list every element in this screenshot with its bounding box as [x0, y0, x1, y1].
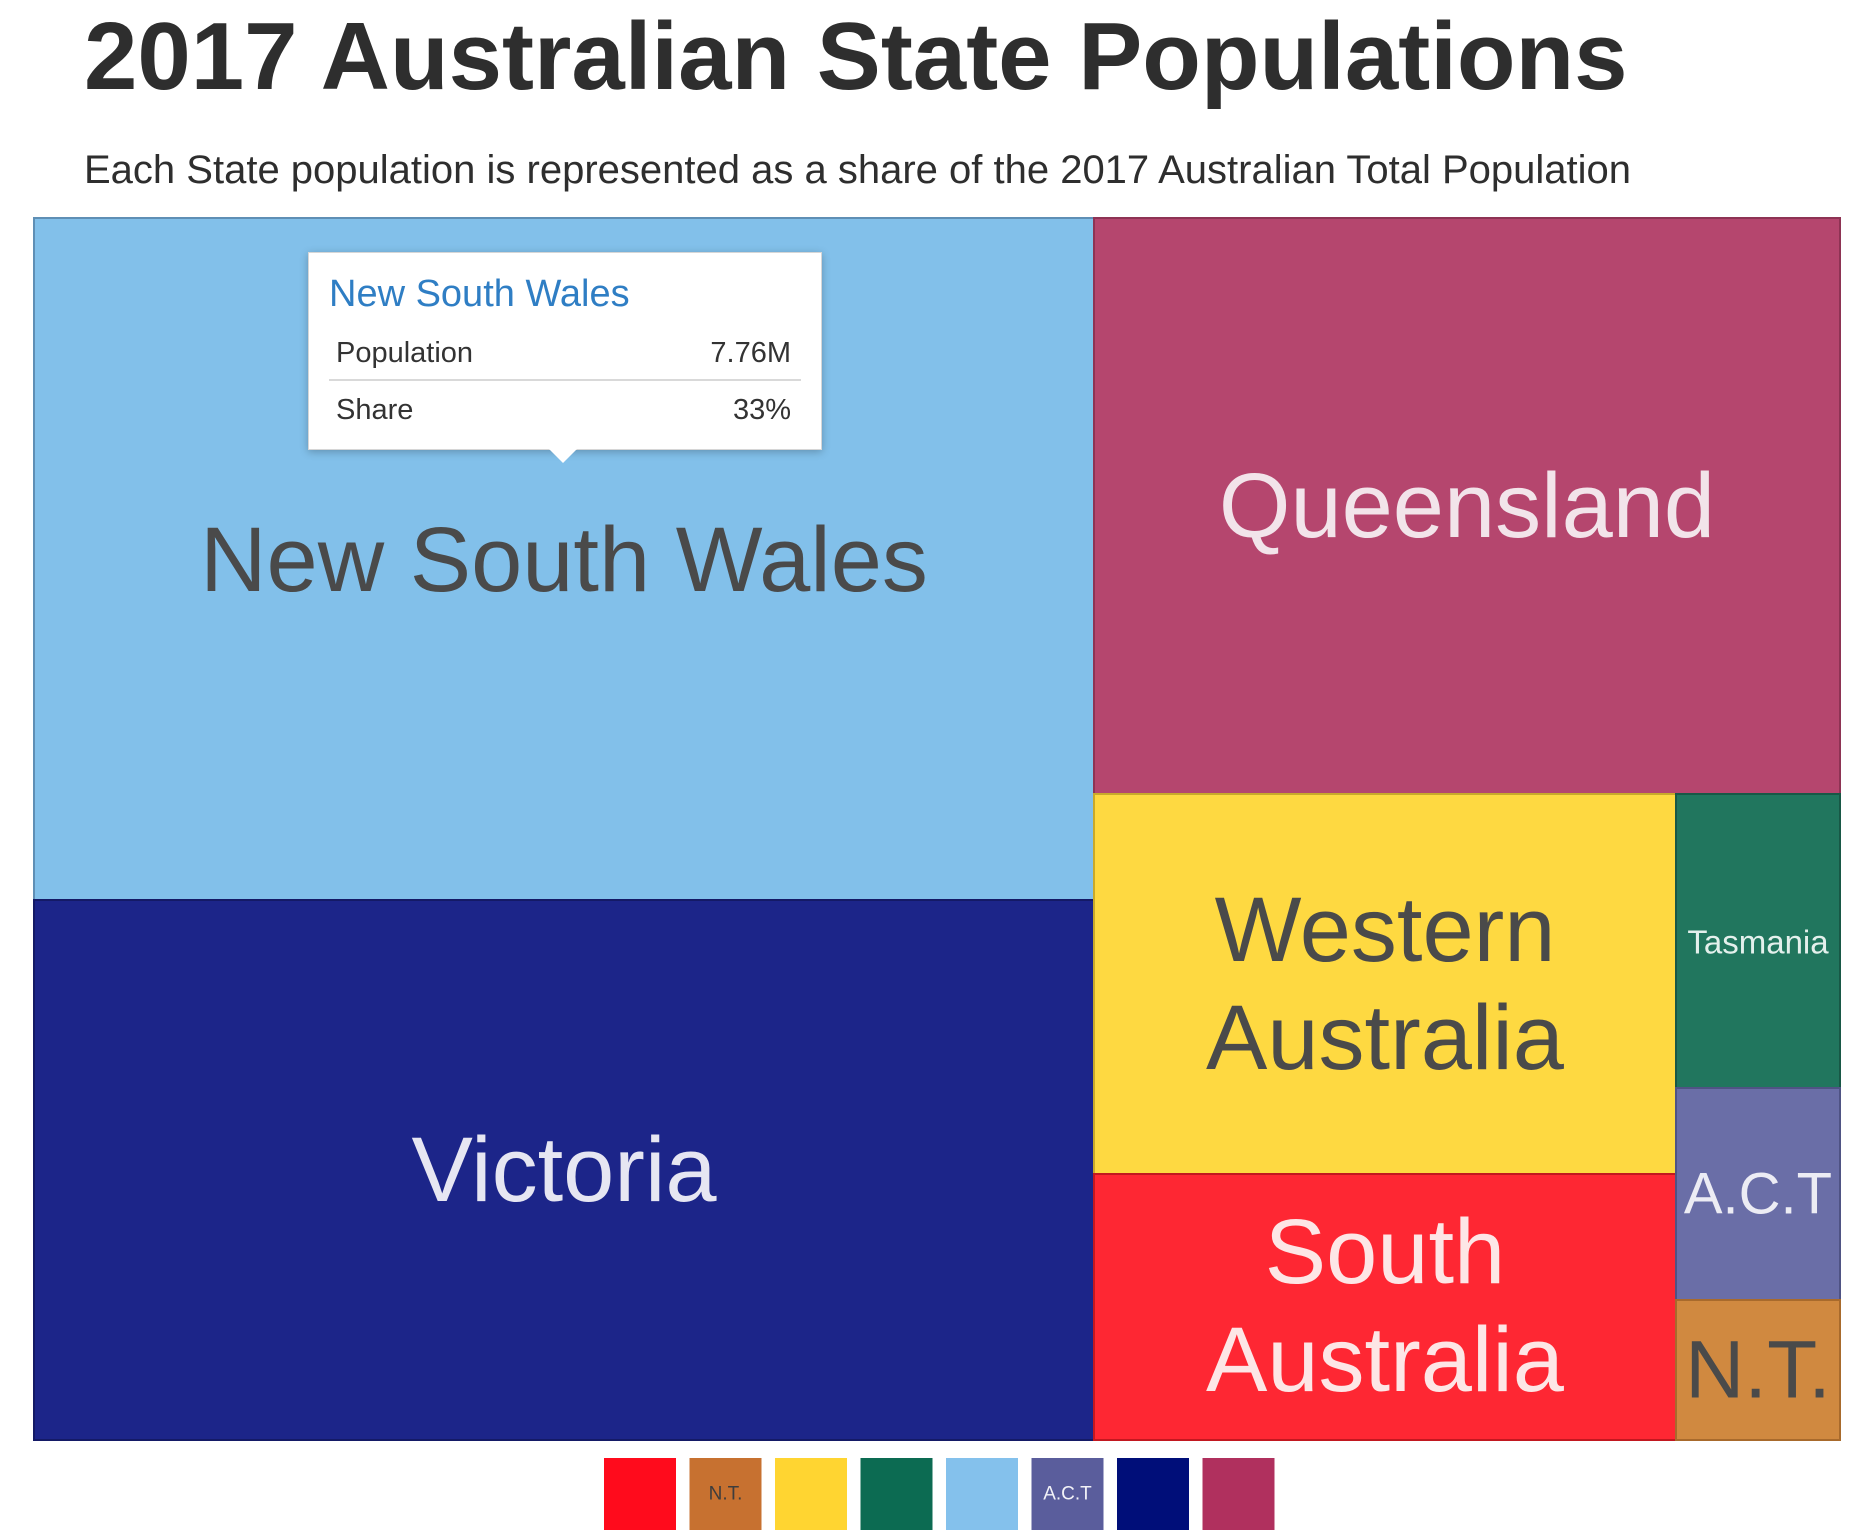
tooltip-pointer — [547, 447, 579, 463]
treemap-rect-south-australia[interactable] — [1093, 1173, 1677, 1441]
legend-swatch[interactable] — [1031, 1458, 1104, 1530]
chart-title: 2017 Australian State Populations — [84, 3, 1628, 110]
treemap-rect-western-australia[interactable] — [1093, 793, 1677, 1175]
legend-swatch[interactable] — [1117, 1458, 1189, 1530]
legend-item[interactable]: N.T. — [689, 1458, 762, 1530]
legend-swatch[interactable] — [1202, 1458, 1275, 1530]
treemap-cell-new-south-wales[interactable]: New South Wales — [33, 217, 1095, 901]
treemap-label-south-australia: Australia — [1206, 1309, 1565, 1411]
legend-item[interactable] — [946, 1458, 1018, 1530]
legend-swatch[interactable] — [775, 1458, 847, 1530]
tooltip-value: 33% — [732, 394, 791, 426]
treemap-label-a-c-t: A.C.T — [1684, 1162, 1832, 1227]
treemap-cell-queensland[interactable]: Queensland — [1093, 217, 1841, 795]
legend-label: A.C.T — [1043, 1484, 1092, 1505]
treemap-label-tasmania: Tasmania — [1687, 924, 1829, 961]
treemap-label-victoria: Victoria — [411, 1119, 717, 1221]
legend-swatch[interactable] — [946, 1458, 1018, 1530]
legend-swatch[interactable] — [689, 1458, 762, 1530]
treemap-rect-n-t[interactable] — [1675, 1299, 1841, 1441]
treemap-cell-tasmania[interactable]: Tasmania — [1675, 793, 1841, 1089]
treemap-label-western-australia: Western — [1215, 879, 1556, 981]
treemap-label-n-t: N.T. — [1685, 1325, 1831, 1416]
chart-subtitle: Each State population is represented as … — [84, 148, 1631, 192]
legend-item[interactable] — [604, 1458, 676, 1530]
treemap-rect-tasmania[interactable] — [1675, 793, 1841, 1089]
treemap-label-south-australia: South — [1265, 1201, 1505, 1303]
tooltip-row-share: Share 33% — [329, 386, 801, 436]
treemap-rect-queensland[interactable] — [1093, 217, 1841, 795]
tooltip-key: Share — [336, 394, 414, 426]
treemap-rect-victoria[interactable] — [33, 899, 1095, 1441]
treemap-label-western-australia: Australia — [1206, 987, 1565, 1089]
tooltip: New South Wales Population 7.76M Share 3… — [308, 252, 822, 463]
tooltip-row-population: Population 7.76M — [329, 329, 801, 381]
legend-item[interactable]: A.C.T — [1031, 1458, 1104, 1530]
legend-item[interactable] — [1117, 1458, 1189, 1530]
tooltip-key: Population — [336, 337, 474, 369]
treemap-label-queensland: Queensland — [1219, 455, 1715, 557]
treemap-cell-victoria[interactable]: Victoria — [33, 899, 1095, 1441]
legend-item[interactable] — [1202, 1458, 1275, 1530]
legend-swatch[interactable] — [604, 1458, 676, 1530]
treemap-cell-n-t[interactable]: N.T. — [1675, 1299, 1841, 1441]
legend-label: N.T. — [709, 1484, 743, 1505]
tooltip-title: New South Wales — [329, 273, 630, 315]
legend-item[interactable] — [860, 1458, 933, 1530]
tooltip-value: 7.76M — [710, 337, 791, 369]
treemap-label-new-south-wales: New South Wales — [200, 509, 928, 611]
legend-item[interactable] — [775, 1458, 847, 1530]
legend-swatch[interactable] — [860, 1458, 933, 1530]
